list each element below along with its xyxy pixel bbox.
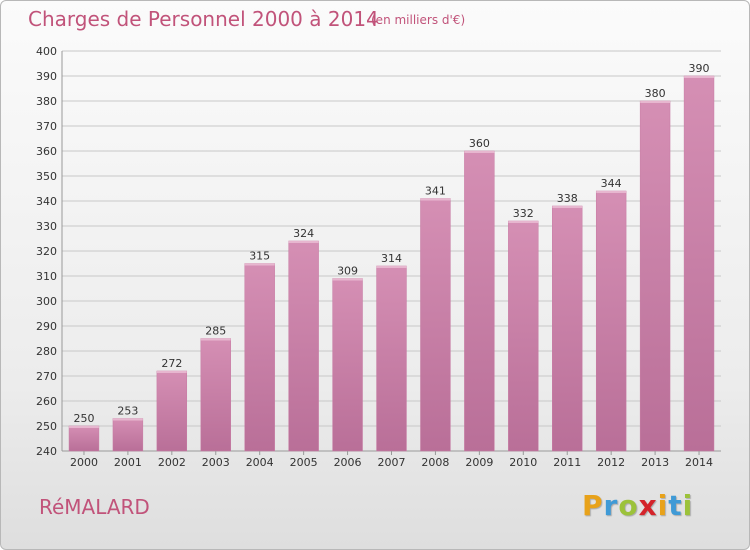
data-label: 341	[425, 185, 446, 198]
data-label: 390	[689, 62, 710, 75]
x-tick-label: 2007	[378, 456, 406, 469]
x-tick-label: 2004	[246, 456, 274, 469]
y-tick-label: 390	[36, 70, 57, 83]
bar-highlight	[244, 263, 275, 266]
x-tick-label: 2010	[509, 456, 537, 469]
bar	[332, 278, 363, 452]
logo-letter: i	[682, 489, 694, 522]
y-tick-label: 330	[36, 220, 57, 233]
x-tick-label: 2008	[421, 456, 449, 469]
data-label: 272	[161, 357, 182, 370]
y-tick-label: 260	[36, 395, 57, 408]
chart-subtitle: (en milliers d'€)	[371, 13, 466, 27]
chart-title: Charges de Personnel 2000 à 2014	[28, 7, 379, 31]
bar-highlight	[552, 206, 583, 208]
bar	[376, 265, 407, 452]
y-tick-label: 310	[36, 270, 57, 283]
x-tick-label: 2011	[553, 456, 581, 469]
bar	[552, 205, 583, 452]
bar-highlight	[684, 76, 714, 78]
bar-highlight	[112, 418, 143, 421]
bar-highlight	[640, 101, 671, 103]
x-tick-label: 2014	[685, 456, 713, 469]
data-label: 380	[645, 87, 666, 100]
bar	[200, 338, 231, 452]
bar-highlight	[200, 338, 231, 341]
y-tick-label: 340	[36, 195, 57, 208]
data-label: 253	[117, 405, 138, 418]
bar-highlight	[508, 221, 539, 223]
x-tick-label: 2002	[158, 456, 186, 469]
x-tick-label: 2012	[597, 456, 625, 469]
x-tick-label: 2003	[202, 456, 230, 469]
logo-letter: t	[668, 489, 683, 522]
x-tick-label: 2006	[334, 456, 362, 469]
data-label: 324	[293, 227, 314, 240]
logo-letter: i	[657, 489, 669, 522]
x-tick-label: 2001	[114, 456, 142, 469]
y-tick-label: 370	[36, 120, 57, 133]
data-label: 285	[205, 325, 226, 338]
data-label: 250	[73, 412, 94, 425]
bar-highlight	[156, 371, 187, 373]
y-tick-label: 270	[36, 370, 57, 383]
logo-letter: r	[603, 489, 619, 522]
y-tick-label: 240	[36, 445, 57, 458]
y-tick-label: 290	[36, 320, 57, 333]
data-label: 360	[469, 137, 490, 150]
data-label: 332	[513, 207, 534, 220]
proxiti-logo: Proxiti	[582, 489, 693, 522]
bar	[639, 100, 671, 452]
y-tick-label: 400	[36, 45, 57, 58]
bar-highlight	[376, 266, 407, 268]
data-label: 315	[249, 250, 270, 263]
data-label: 338	[557, 192, 578, 205]
bar	[112, 418, 144, 452]
bar	[288, 240, 319, 452]
x-tick-label: 2013	[641, 456, 669, 469]
logo-letter: P	[582, 489, 604, 522]
bar-highlight	[69, 426, 99, 428]
y-tick-label: 320	[36, 245, 57, 258]
y-tick-label: 250	[36, 420, 57, 433]
logo-letter: x	[638, 489, 658, 522]
x-tick-label: 2009	[465, 456, 493, 469]
bar-highlight	[464, 151, 495, 153]
logo-letter: o	[618, 489, 639, 522]
bar-highlight	[288, 241, 319, 243]
x-tick-label: 2005	[290, 456, 318, 469]
data-label: 344	[601, 177, 622, 190]
bar	[244, 263, 275, 452]
data-label: 309	[337, 265, 358, 278]
y-tick-label: 300	[36, 295, 57, 308]
bar	[683, 75, 715, 452]
bar	[68, 425, 100, 452]
bar	[156, 370, 188, 452]
bar	[464, 150, 495, 452]
bar-highlight	[332, 278, 363, 281]
data-label: 314	[381, 252, 402, 265]
x-tick-label: 2000	[70, 456, 98, 469]
bar-highlight	[596, 191, 627, 193]
y-tick-label: 350	[36, 170, 57, 183]
y-tick-label: 280	[36, 345, 57, 358]
y-tick-label: 380	[36, 95, 57, 108]
commune-name: RéMALARD	[39, 495, 150, 519]
bar	[595, 190, 627, 452]
bar	[420, 198, 451, 452]
bar	[508, 220, 539, 452]
y-tick-label: 360	[36, 145, 57, 158]
bar-highlight	[420, 198, 451, 201]
